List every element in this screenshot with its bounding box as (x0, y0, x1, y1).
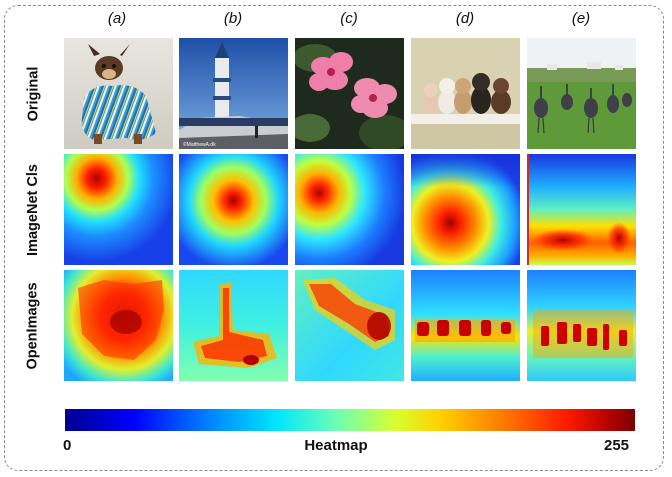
heatmap-icon (527, 270, 636, 381)
heatmap-icon (411, 154, 520, 265)
colorbar (65, 409, 635, 431)
heatmap-icon (64, 270, 173, 381)
column-label-b: (b) (223, 10, 243, 27)
column-label-d: (d) (455, 10, 475, 27)
heatmap-icon (295, 270, 404, 381)
teddy-bears-on-shelf-photo (411, 38, 520, 149)
heatmap-icon (295, 154, 404, 265)
column-label-e: (e) (571, 10, 591, 27)
minaret-mosque-photo: ©MatthewA.dk (179, 38, 288, 149)
heatmap-icon (179, 270, 288, 381)
heatmap-icon (527, 154, 636, 265)
row-label-imagenet: ImageNet Cls (25, 163, 41, 256)
dog-in-striped-robe-photo (64, 38, 173, 149)
colorbar-title: Heatmap (304, 437, 368, 454)
column-label-c: (c) (340, 10, 358, 27)
heatmap-icon (64, 154, 173, 265)
row-label-openimages: OpenImages (25, 281, 41, 370)
column-label-a: (a) (107, 10, 127, 27)
colorbar-min-label: 0 (63, 437, 72, 454)
ostriches-in-field-photo (527, 38, 636, 149)
heatmap-icon (411, 270, 520, 381)
heatmap-icon (179, 154, 288, 265)
pink-hibiscus-photo (295, 38, 404, 149)
row-label-original: Original (25, 66, 42, 121)
figure-frame (4, 5, 664, 471)
colorbar-max-label: 255 (604, 437, 630, 454)
photo-watermark: ©MatthewA.dk (183, 141, 216, 148)
